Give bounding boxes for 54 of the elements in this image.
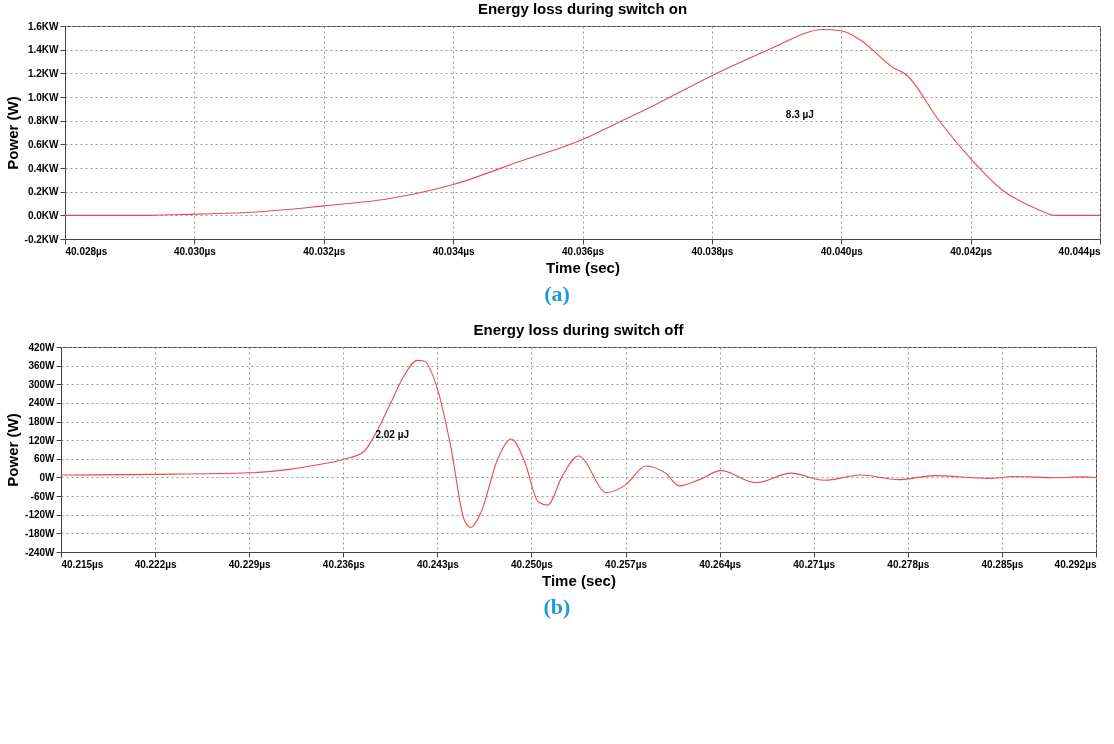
y-tick-label: 1.0KW (27, 91, 60, 103)
line-series (61, 359, 1096, 529)
y-tick-label: 420W (28, 341, 56, 353)
y-tick-label: 120W (28, 434, 56, 446)
x-tick-label: 40.032µs (303, 245, 346, 257)
x-tick-label: 40.250µs (510, 558, 554, 570)
chart-title: Energy loss during switch off (473, 321, 685, 338)
y-tick-label: 300W (28, 378, 56, 390)
x-tick-label: 40.222µs (134, 558, 177, 570)
x-axis-title: Time (sec) (546, 258, 620, 276)
y-axis-title: Power (W) (4, 413, 22, 487)
x-tick-label: 40.215µs (61, 558, 104, 570)
x-tick-label: 40.034µs (432, 245, 476, 257)
x-tick-label: 40.036µs (562, 245, 605, 257)
y-tick-label: 0.8KW (27, 115, 60, 127)
y-tick-label: 0.2KW (27, 186, 60, 198)
y-tick-label: -240W (25, 546, 56, 558)
y-tick-label: 1.6KW (27, 20, 60, 32)
text: (a) (543, 281, 571, 307)
y-tick-label: 0.4KW (27, 162, 60, 174)
x-tick-label: 40.243µs (416, 558, 460, 570)
x-tick-label: 40.257µs (605, 558, 648, 570)
x-tick-label: 40.285µs (981, 558, 1024, 570)
y-tick-label: 60W (33, 453, 56, 465)
x-tick-label: 40.278µs (887, 558, 930, 570)
x-tick-label: 40.040µs (820, 245, 864, 257)
x-tick-label: 40.292µs (1054, 558, 1097, 570)
x-tick-label: 40.028µs (65, 245, 108, 257)
y-tick-label: 240W (28, 397, 56, 409)
x-axis-title: Time (sec) (542, 571, 616, 589)
x-tick-label: 40.264µs (699, 558, 742, 570)
y-tick-label: -60W (30, 490, 56, 502)
y-tick-label: 180W (28, 416, 56, 428)
y-tick-label: 0.6KW (27, 138, 60, 150)
y-tick-label: -0.2KW (24, 233, 60, 245)
y-tick-label: 0.0KW (27, 209, 60, 221)
annotation: 8.3 µJ (785, 109, 814, 121)
y-tick-label: 0W (39, 471, 56, 483)
x-tick-label: 40.271µs (793, 558, 836, 570)
y-tick-label: 1.2KW (27, 67, 60, 79)
x-tick-label: 40.236µs (322, 558, 366, 570)
x-tick-label: 40.229µs (228, 558, 272, 570)
x-tick-label: 40.030µs (173, 245, 217, 257)
y-tick-label: 1.4KW (27, 44, 60, 56)
x-tick-label: 40.044µs (1058, 245, 1101, 257)
annotation: 2.02 µJ (375, 429, 409, 441)
y-tick-label: -180W (25, 527, 56, 539)
x-tick-label: 40.042µs (950, 245, 993, 257)
x-tick-label: 40.038µs (691, 245, 734, 257)
y-tick-label: 360W (28, 360, 56, 372)
chart-title: Energy loss during switch on (477, 0, 688, 17)
y-axis-title: Power (W) (3, 96, 21, 170)
text: (b) (542, 594, 572, 620)
y-tick-label: -120W (25, 509, 56, 521)
